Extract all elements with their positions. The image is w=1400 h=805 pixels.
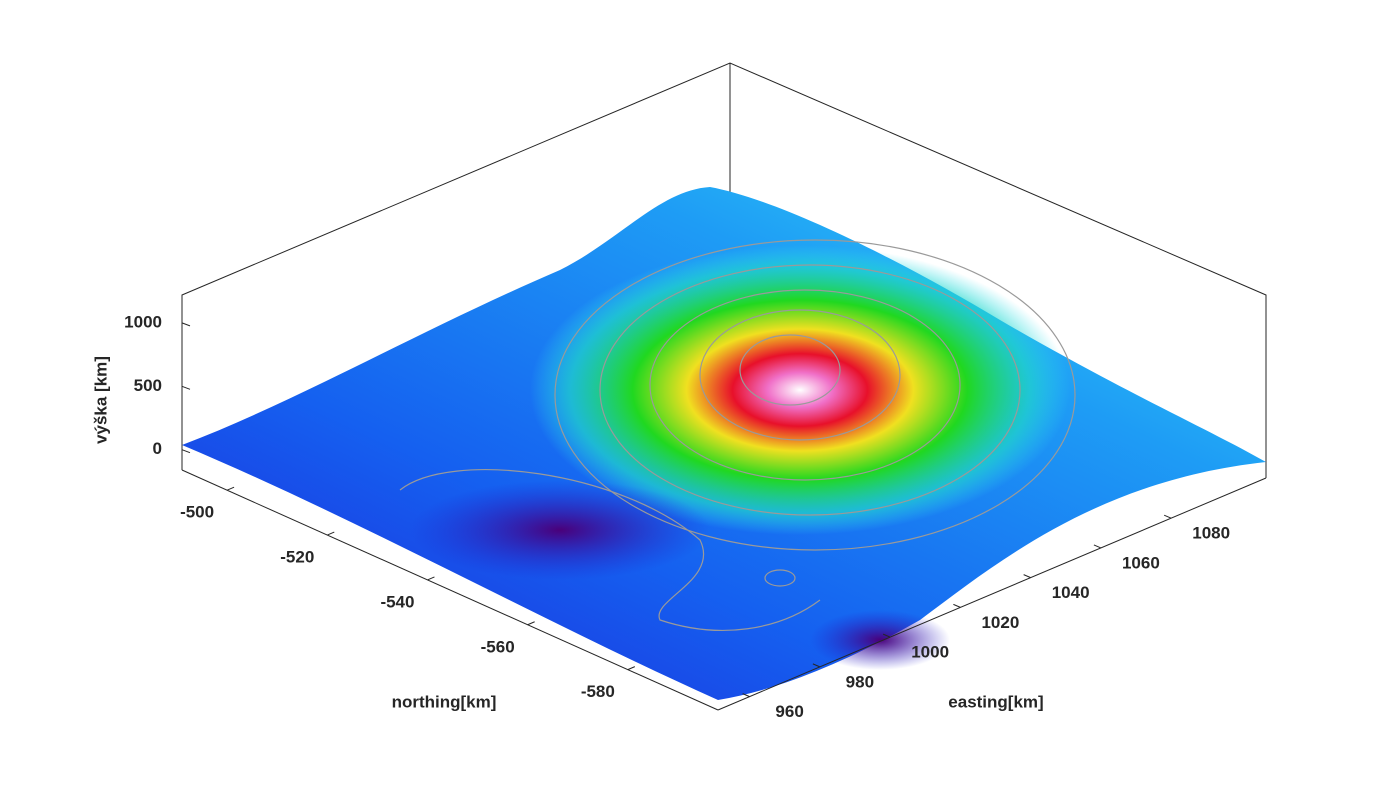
x-tick-label: 980	[846, 672, 874, 691]
y-tick	[226, 486, 235, 491]
y-tick-label: -580	[581, 682, 615, 701]
y-tick	[627, 666, 636, 671]
z-tick	[181, 322, 191, 327]
x-tick-label: 1020	[981, 613, 1019, 632]
contour	[399, 469, 821, 632]
contour	[554, 239, 1076, 551]
y-tick-label: -500	[180, 503, 214, 522]
x-tick	[812, 663, 821, 668]
x-tick-label: 1000	[911, 643, 949, 662]
x-tick	[1163, 514, 1172, 519]
z-tick-label: 0	[153, 439, 162, 458]
x-tick	[1093, 544, 1102, 549]
x-tick	[882, 633, 891, 638]
x-tick-label: 1080	[1192, 524, 1230, 543]
z-tick	[181, 449, 191, 454]
x-tick	[1023, 574, 1031, 579]
contour	[649, 289, 961, 481]
y-tick	[427, 576, 435, 581]
contour	[699, 309, 901, 441]
x-tick	[953, 603, 961, 608]
y-tick	[527, 621, 535, 626]
x-tick-label: 1060	[1122, 553, 1160, 572]
y-tick-label: -540	[380, 592, 414, 611]
x-axis-label: easting[km]	[948, 692, 1043, 711]
contour	[739, 334, 841, 406]
surface-peak	[530, 245, 1070, 535]
x-axis-line	[717, 477, 1267, 711]
y-axis-line	[181, 469, 719, 711]
y-axis-label: northing[km]	[392, 692, 497, 711]
z-axis-label: výška [km]	[91, 356, 110, 444]
axes: -500 -520 -540 -560 -580 960 980 1000 1020 1040 10…	[124, 295, 1267, 721]
z-tick	[181, 385, 191, 390]
y-tick-label: -520	[280, 548, 314, 567]
surface-depression	[810, 610, 950, 670]
contour	[599, 264, 1021, 516]
x-tick-label: 960	[775, 702, 803, 721]
y-tick-label: -560	[481, 637, 515, 656]
surface	[182, 187, 1266, 700]
x-tick-label: 1040	[1052, 583, 1090, 602]
x-tick	[742, 693, 750, 698]
contour	[764, 569, 796, 587]
contours	[399, 239, 1076, 632]
z-tick-label: 1000	[124, 312, 162, 331]
y-tick	[327, 531, 335, 536]
z-tick-label: 500	[134, 376, 162, 395]
surface-depression	[410, 480, 710, 580]
